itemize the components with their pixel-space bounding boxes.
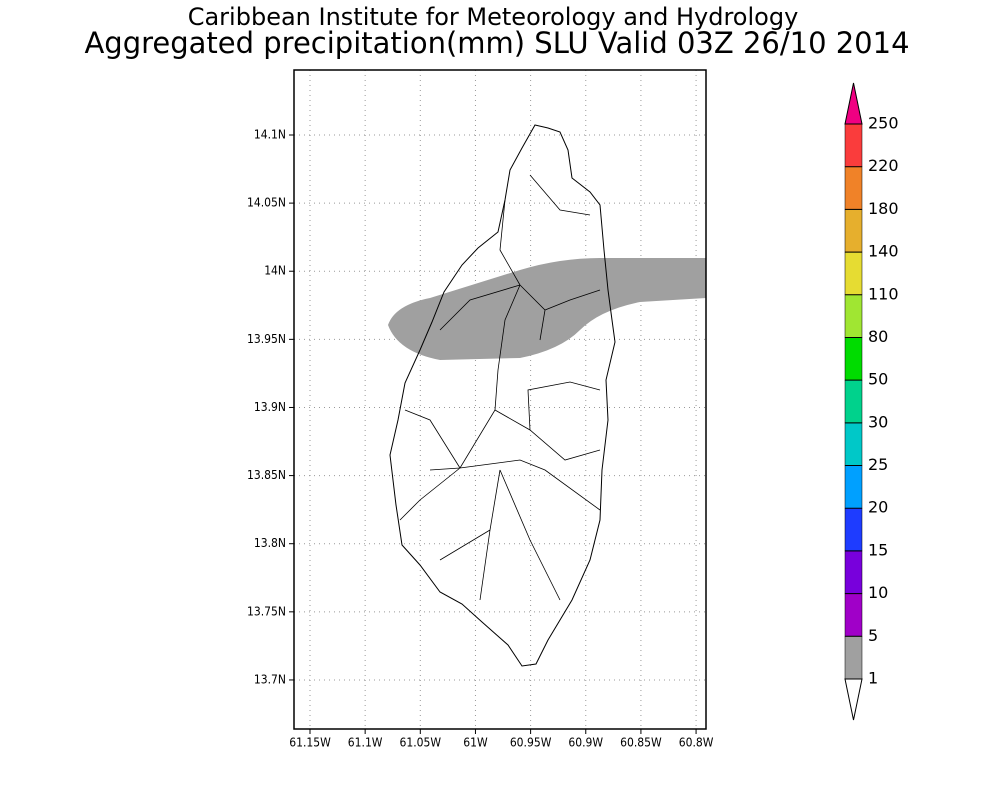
- x-tick-label: 61.05W: [400, 736, 442, 750]
- x-tick-label: 61W: [463, 736, 488, 750]
- colorbar-segment: [844, 593, 863, 637]
- colorbar-min-triangle: [844, 678, 863, 721]
- colorbar-label: 250: [868, 114, 899, 133]
- colorbar-label: 15: [868, 540, 888, 559]
- y-tick-label: 13.8N: [254, 536, 286, 550]
- colorbar-label: 80: [868, 327, 888, 346]
- colorbar-segment: [844, 294, 863, 338]
- y-tick-label: 13.9N: [254, 400, 286, 414]
- map-frame: [293, 69, 707, 730]
- colorbar-segment: [844, 379, 863, 424]
- x-tick-label: 60.9W: [568, 736, 603, 750]
- subtitle: Aggregated precipitation(mm) SLU Valid 0…: [84, 26, 909, 60]
- x-tick-label: 61.15W: [289, 736, 331, 750]
- colorbar-segment: [844, 507, 863, 552]
- colorbar-label: 50: [868, 370, 888, 389]
- colorbar-segment: [844, 337, 863, 381]
- colorbar-label: 180: [868, 199, 899, 218]
- colorbar-segment: [844, 123, 863, 167]
- y-tick-label: 13.75N: [247, 604, 286, 618]
- colorbar-label: 110: [868, 284, 899, 303]
- watershed-lines: [399, 174, 601, 601]
- colorbar-label: 5: [868, 626, 878, 645]
- colorbar-label: 220: [868, 156, 899, 175]
- y-tick-label: 14N: [264, 264, 286, 278]
- colorbar-label: 1: [868, 669, 878, 688]
- x-tick-label: 60.95W: [510, 736, 552, 750]
- colorbar-segment: [844, 422, 863, 466]
- colorbar-segment: [844, 636, 863, 680]
- colorbar-segment: [844, 550, 863, 594]
- colorbar-label: 20: [868, 498, 888, 517]
- colorbar-label: 25: [868, 455, 888, 474]
- island-outline: [389, 124, 616, 667]
- colorbar-label: 140: [868, 242, 899, 261]
- x-tick-label: 60.85W: [620, 736, 662, 750]
- colorbar-max-triangle: [844, 82, 863, 125]
- colorbar-segment: [844, 166, 863, 210]
- y-tick-label: 13.7N: [254, 672, 286, 686]
- colorbar-segment: [844, 465, 863, 509]
- x-tick-label: 61.1W: [348, 736, 383, 750]
- y-tick-label: 14.1N: [254, 127, 286, 141]
- colorbar-label: 10: [868, 583, 888, 602]
- y-tick-label: 13.95N: [247, 332, 286, 346]
- y-tick-label: 13.85N: [247, 468, 286, 482]
- grid: [294, 70, 706, 729]
- colorbar-label: 30: [868, 412, 888, 431]
- colorbar-segment: [844, 251, 863, 296]
- y-tick-label: 14.05N: [247, 196, 286, 210]
- title: Caribbean Institute for Meteorology and …: [188, 3, 799, 31]
- colorbar-segment: [844, 209, 863, 253]
- x-tick-label: 60.8W: [679, 736, 714, 750]
